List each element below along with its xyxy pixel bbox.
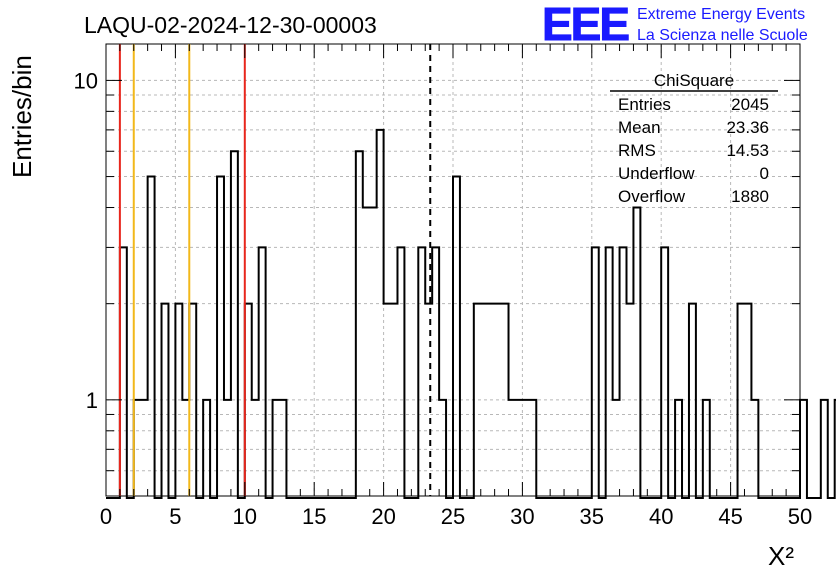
x-tick-label: 30: [510, 504, 534, 529]
stats-label-mean: Mean: [618, 118, 661, 137]
chart-title: LAQU-02-2024-12-30-00003: [84, 12, 377, 38]
x-axis-title: X²: [768, 541, 794, 571]
eee-logo-line1: Extreme Energy Events: [637, 6, 805, 23]
stats-label-entries: Entries: [618, 95, 671, 114]
x-tick-label: 15: [302, 504, 326, 529]
x-tick-label: 35: [580, 504, 604, 529]
y-tick-label: 1: [86, 388, 98, 413]
stats-value-mean: 23.36: [726, 118, 769, 137]
x-tick-label: 50: [788, 504, 812, 529]
stats-label-rms: RMS: [618, 141, 656, 160]
x-tick-label: 5: [169, 504, 181, 529]
x-tick-label: 25: [441, 504, 465, 529]
stats-value-entries: 2045: [731, 95, 769, 114]
eee-logo-mark: EEE: [542, 0, 628, 50]
x-tick-label: 40: [649, 504, 673, 529]
x-tick-label: 20: [371, 504, 395, 529]
stats-label-underflow: Underflow: [618, 164, 695, 183]
x-tick-label: 45: [718, 504, 742, 529]
stats-value-rms: 14.53: [726, 141, 769, 160]
y-axis-title: Entries/bin: [7, 55, 37, 178]
eee-logo-line2: La Scienza nelle Scuole: [637, 27, 808, 44]
y-tick-label: 10: [74, 68, 98, 93]
stats-label-overflow: Overflow: [618, 187, 686, 206]
stats-value-overflow: 1880: [731, 187, 769, 206]
stats-box: ChiSquare Entries 2045 Mean 23.36 RMS 14…: [610, 71, 778, 206]
histogram-line: [106, 128, 836, 499]
x-tick-label: 0: [100, 504, 112, 529]
stats-value-underflow: 0: [760, 164, 769, 183]
x-tick-label: 10: [233, 504, 257, 529]
stats-title: ChiSquare: [654, 71, 734, 90]
eee-logo: EEE Extreme Energy Events La Scienza nel…: [542, 0, 808, 51]
